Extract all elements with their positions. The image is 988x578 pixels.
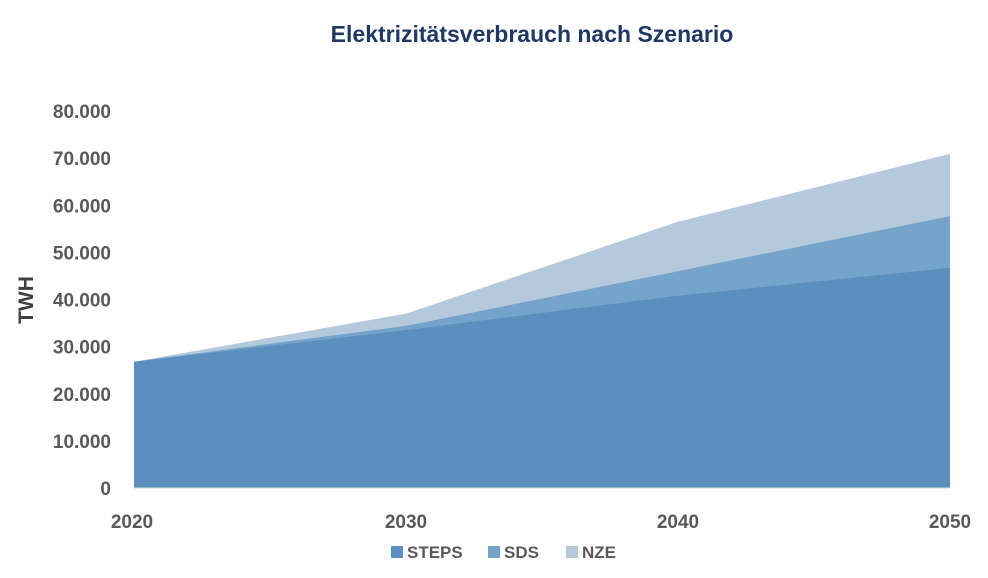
legend-item-sds: SDS [488,543,539,562]
legend-swatch [391,546,403,558]
legend-item-nze: NZE [566,543,616,562]
legend-label: SDS [504,543,539,562]
legend-swatch [566,546,578,558]
x-tick-label: 2030 [385,512,427,533]
y-tick-label: 50.000 [53,243,111,264]
x-tick-label: 2020 [111,512,153,533]
legend-label: STEPS [407,543,463,562]
y-tick-label: 20.000 [53,385,111,406]
y-tick-label: 60.000 [53,196,111,217]
legend-swatch [488,546,500,558]
legend-label: NZE [582,543,616,562]
chart-title: Elektrizitätsverbrauch nach Szenario [331,21,734,47]
y-tick-label: 70.000 [53,149,111,170]
x-tick-label: 2050 [929,512,971,533]
area-steps [134,267,950,488]
legend-item-steps: STEPS [391,543,463,562]
y-tick-label: 30.000 [53,338,111,359]
y-tick-label: 10.000 [53,432,111,453]
y-tick-label: 0 [100,479,111,500]
y-axis-label: TWH [15,276,38,324]
y-tick-label: 80.000 [53,102,111,123]
x-tick-label: 2040 [657,512,699,533]
y-tick-label: 40.000 [53,291,111,312]
